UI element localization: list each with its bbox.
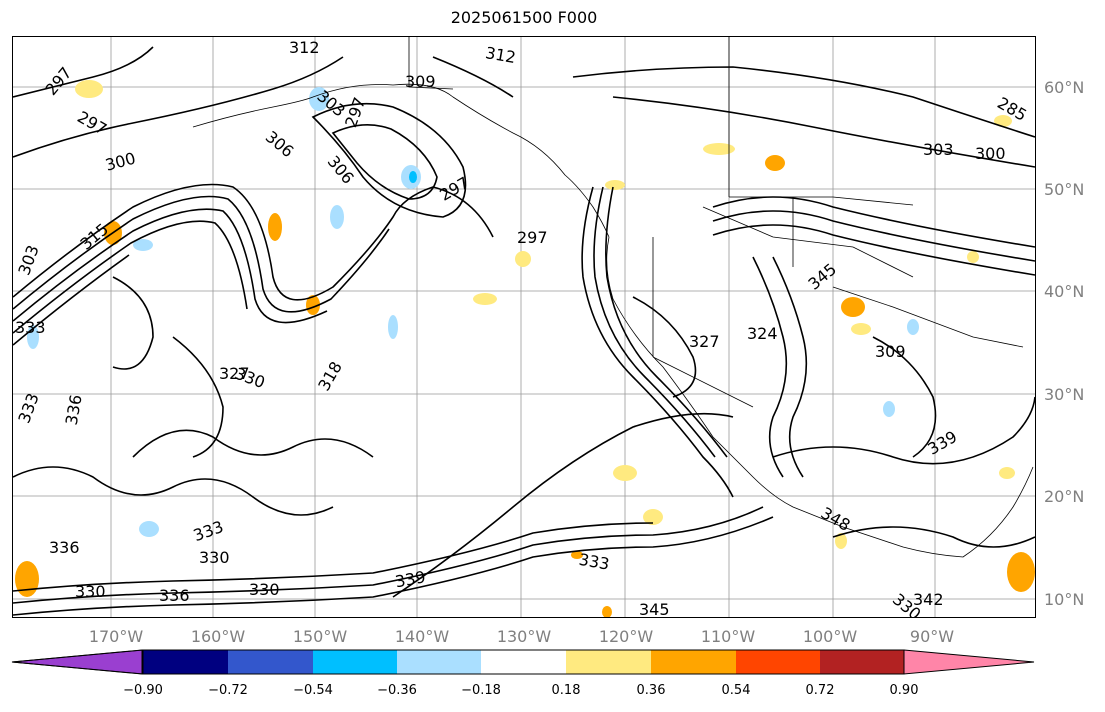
contour-label: 327 — [689, 332, 720, 351]
contour-label: 312 — [289, 38, 320, 57]
lon-label-150w: 150°W — [292, 627, 348, 646]
lon-label-140w: 140°W — [394, 627, 450, 646]
graticule — [13, 37, 1035, 617]
contour-label: 300 — [975, 144, 1006, 163]
colorbar-tick-label: 0.36 — [636, 683, 666, 698]
contour-label: 336 — [49, 538, 80, 557]
colorbar-tick-label: −0.36 — [377, 683, 417, 698]
colorbar-segment — [820, 650, 904, 674]
contour-label: 297 — [41, 63, 75, 99]
contour-label: 297 — [517, 228, 548, 247]
colorbar-tick-label: −0.72 — [208, 683, 248, 698]
lat-label-60n: 60°N — [1044, 78, 1085, 97]
contour-label: 297 — [74, 107, 110, 139]
lat-label-50n: 50°N — [1044, 180, 1085, 199]
colorbar-tick-label: −0.54 — [293, 683, 333, 698]
lon-label-170w: 170°W — [88, 627, 144, 646]
contour-label: 336 — [62, 393, 86, 426]
contour-label: 333 — [191, 517, 226, 545]
contour-label: 348 — [818, 503, 854, 535]
contour-label: 327 — [219, 364, 250, 383]
contour-label: 318 — [314, 358, 346, 394]
map-canvas: 312 312 309 297 297 303 297 306 300 306 … — [13, 37, 1035, 617]
lon-label-100w: 100°W — [802, 627, 858, 646]
contour-label: 330 — [199, 548, 230, 567]
map-panel: 312 312 309 297 297 303 297 306 300 306 … — [12, 36, 1036, 618]
lon-label-110w: 110°W — [700, 627, 756, 646]
contour-label: 309 — [405, 72, 436, 91]
contour-label: 339 — [394, 567, 427, 591]
colorbar-tick-label: 0.72 — [805, 683, 835, 698]
lon-label-90w: 90°W — [909, 627, 955, 646]
colorbar-tick-label: −0.18 — [461, 683, 501, 698]
contour-label: 345 — [639, 600, 670, 617]
lat-label-10n: 10°N — [1044, 590, 1085, 609]
contour-label: 303 — [14, 242, 42, 277]
plot-title: 2025061500 F000 — [450, 8, 598, 27]
contour-label: 306 — [262, 127, 298, 161]
colorbar-frame — [142, 649, 905, 675]
contour-label: 342 — [913, 590, 944, 609]
contour-label: 333 — [15, 318, 46, 337]
colorbar-segment — [651, 650, 736, 674]
shaded-anomaly-field — [15, 80, 1035, 617]
contour-label: 333 — [14, 390, 42, 425]
contour-label: 297 — [436, 173, 472, 205]
contour-label: 330 — [75, 582, 106, 601]
lat-label-30n: 30°N — [1044, 385, 1085, 404]
contour-label: 330 — [232, 364, 267, 392]
contour-label: 345 — [804, 259, 840, 293]
theta-contours — [13, 46, 1035, 616]
colorbar-tick-label: 0.18 — [551, 683, 581, 698]
colorbar-segment — [566, 650, 651, 674]
colorbar — [11, 649, 1035, 675]
colorbar-tick-label: −0.90 — [123, 683, 163, 698]
contour-label: 300 — [103, 149, 137, 175]
contour-label: 339 — [924, 427, 960, 459]
colorbar-segment — [313, 650, 397, 674]
colorbar-tick-label: 0.54 — [721, 683, 751, 698]
lat-label-40n: 40°N — [1044, 282, 1085, 301]
colorbar-extend-low — [11, 649, 144, 675]
colorbar-segment — [397, 650, 481, 674]
colorbar-segment — [143, 650, 228, 674]
lat-label-20n: 20°N — [1044, 487, 1085, 506]
contour-label: 312 — [484, 43, 517, 67]
contour-label: 330 — [249, 580, 280, 599]
contour-label: 333 — [577, 550, 610, 574]
lon-label-120w: 120°W — [598, 627, 654, 646]
colorbar-segment — [481, 650, 566, 674]
colorbar-segment — [228, 650, 313, 674]
contour-label: 303 — [923, 140, 954, 159]
contour-label: 309 — [875, 342, 906, 361]
colorbar-tick-label: 0.90 — [889, 683, 919, 698]
lon-label-160w: 160°W — [190, 627, 246, 646]
contour-label: 336 — [159, 586, 190, 605]
lon-label-130w: 130°W — [496, 627, 552, 646]
colorbar-segment — [736, 650, 820, 674]
contour-label: 324 — [747, 324, 778, 343]
contour-labels: 312 312 309 297 297 303 297 306 300 306 … — [14, 38, 1030, 617]
colorbar-extend-high — [903, 649, 1035, 675]
